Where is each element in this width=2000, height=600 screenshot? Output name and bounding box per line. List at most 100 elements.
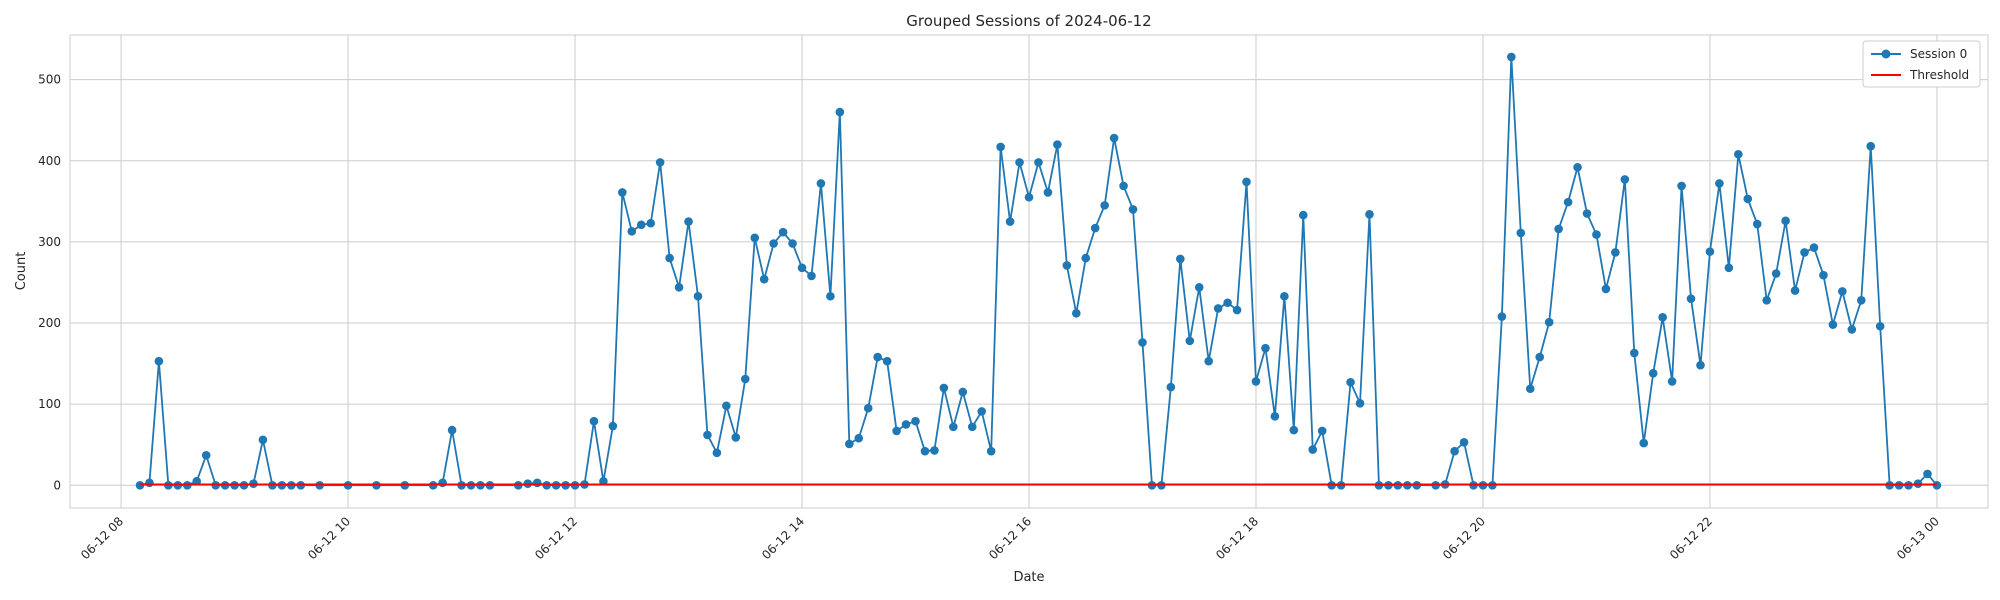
y-tick-label: 500 bbox=[38, 73, 61, 87]
data-point-session-0 bbox=[1355, 399, 1365, 408]
data-point-session-0 bbox=[769, 239, 778, 248]
data-point-session-0 bbox=[1317, 426, 1327, 436]
data-point-session-0 bbox=[1686, 294, 1696, 303]
legend-label-session-0: Session 0 bbox=[1910, 47, 1967, 61]
data-point-session-0 bbox=[655, 158, 665, 167]
data-point-session-0 bbox=[1734, 149, 1743, 159]
data-point-session-0 bbox=[1176, 254, 1185, 264]
data-point-session-0 bbox=[201, 450, 211, 460]
data-point-session-0 bbox=[1450, 446, 1459, 456]
data-point-session-0 bbox=[1053, 140, 1062, 149]
data-point-session-0 bbox=[816, 179, 826, 188]
data-point-session-0 bbox=[845, 439, 854, 449]
data-point-session-0 bbox=[1743, 194, 1753, 204]
series-layer bbox=[135, 52, 1942, 490]
x-axis-label: Date bbox=[1013, 570, 1044, 585]
x-tick-labels: 06-12 08 06-12 10 06-12 12 06-12 14 06-12 16… bbox=[78, 514, 1942, 562]
data-point-session-0 bbox=[797, 263, 807, 273]
data-point-session-0 bbox=[1667, 377, 1677, 386]
data-point-session-0 bbox=[1838, 287, 1847, 296]
data-point-session-0 bbox=[901, 420, 911, 429]
data-point-session-0 bbox=[835, 107, 845, 117]
data-point-session-0 bbox=[1629, 348, 1639, 358]
data-point-session-0 bbox=[1289, 425, 1299, 435]
y-tick-label: 400 bbox=[38, 154, 61, 168]
data-point-session-0 bbox=[674, 283, 684, 292]
data-point-session-0 bbox=[447, 425, 457, 435]
y-tick-labels: 0 100 200 300 400 500 bbox=[38, 73, 61, 493]
data-point-session-0 bbox=[863, 403, 873, 413]
x-tick-label: 06-12 18 bbox=[1213, 514, 1261, 562]
data-point-session-0 bbox=[1128, 205, 1138, 214]
data-point-session-0 bbox=[1270, 412, 1280, 421]
data-point-session-0 bbox=[854, 433, 864, 443]
data-point-session-0 bbox=[1781, 216, 1790, 226]
data-point-session-0 bbox=[873, 352, 882, 362]
data-point-session-0 bbox=[1194, 283, 1204, 292]
data-point-session-0 bbox=[1365, 210, 1374, 219]
data-point-session-0 bbox=[1043, 188, 1053, 197]
data-point-session-0 bbox=[807, 271, 816, 281]
data-point-session-0 bbox=[1790, 286, 1800, 295]
data-point-session-0 bbox=[684, 217, 693, 226]
data-point-session-0 bbox=[986, 446, 996, 456]
data-point-session-0 bbox=[1507, 52, 1516, 62]
x-tick-label: 06-12 08 bbox=[78, 514, 126, 562]
data-point-session-0 bbox=[826, 291, 835, 301]
data-point-session-0 bbox=[949, 422, 958, 432]
data-point-session-0 bbox=[1024, 192, 1034, 202]
data-point-session-0 bbox=[703, 430, 712, 440]
chart-title: Grouped Sessions of 2024-06-12 bbox=[906, 12, 1151, 30]
data-point-session-0 bbox=[1497, 312, 1507, 321]
data-point-session-0 bbox=[1100, 201, 1109, 210]
data-point-session-0 bbox=[1308, 445, 1318, 454]
data-point-session-0 bbox=[977, 407, 987, 416]
data-point-session-0 bbox=[1516, 228, 1526, 238]
data-point-session-0 bbox=[1346, 377, 1355, 387]
y-tick-label: 300 bbox=[38, 235, 61, 249]
data-point-session-0 bbox=[1204, 356, 1213, 366]
data-point-session-0 bbox=[1015, 158, 1024, 167]
data-point-session-0 bbox=[1601, 284, 1611, 294]
data-point-session-0 bbox=[646, 218, 655, 228]
x-tick-label: 06-13 00 bbox=[1894, 514, 1942, 562]
data-point-session-0 bbox=[1251, 377, 1261, 386]
data-point-session-0 bbox=[1762, 296, 1771, 305]
data-point-session-0 bbox=[788, 239, 797, 248]
data-point-session-0 bbox=[1005, 217, 1015, 226]
data-point-session-0 bbox=[1071, 308, 1081, 318]
data-point-session-0 bbox=[1856, 296, 1866, 305]
data-point-session-0 bbox=[1696, 360, 1705, 370]
data-point-session-0 bbox=[911, 416, 920, 426]
data-point-session-0 bbox=[1062, 261, 1072, 270]
data-point-session-0 bbox=[1875, 321, 1885, 331]
data-point-session-0 bbox=[939, 383, 949, 393]
data-point-session-0 bbox=[1109, 133, 1119, 143]
data-point-session-0 bbox=[1648, 369, 1658, 378]
data-point-session-0 bbox=[1242, 177, 1251, 187]
data-point-session-0 bbox=[1298, 210, 1308, 220]
data-point-session-0 bbox=[930, 446, 939, 455]
data-point-session-0 bbox=[1261, 343, 1270, 353]
data-point-session-0 bbox=[532, 478, 542, 488]
data-point-session-0 bbox=[759, 274, 769, 284]
data-point-session-0 bbox=[1819, 270, 1828, 280]
y-tick-label: 100 bbox=[38, 397, 61, 411]
data-point-session-0 bbox=[1573, 162, 1582, 172]
data-point-session-0 bbox=[1090, 223, 1100, 233]
data-point-session-0 bbox=[665, 253, 674, 263]
data-point-session-0 bbox=[627, 227, 637, 236]
data-point-session-0 bbox=[1459, 437, 1469, 447]
data-point-session-0 bbox=[1771, 269, 1781, 278]
data-point-session-0 bbox=[599, 476, 608, 486]
data-point-session-0 bbox=[589, 416, 599, 426]
data-point-session-0 bbox=[608, 421, 618, 431]
data-point-session-0 bbox=[154, 356, 164, 366]
data-point-session-0 bbox=[1166, 382, 1176, 392]
data-point-session-0 bbox=[1923, 469, 1932, 479]
data-point-session-0 bbox=[693, 291, 703, 301]
data-point-session-0 bbox=[258, 435, 268, 445]
data-point-session-0 bbox=[636, 220, 646, 230]
data-point-session-0 bbox=[750, 233, 760, 243]
